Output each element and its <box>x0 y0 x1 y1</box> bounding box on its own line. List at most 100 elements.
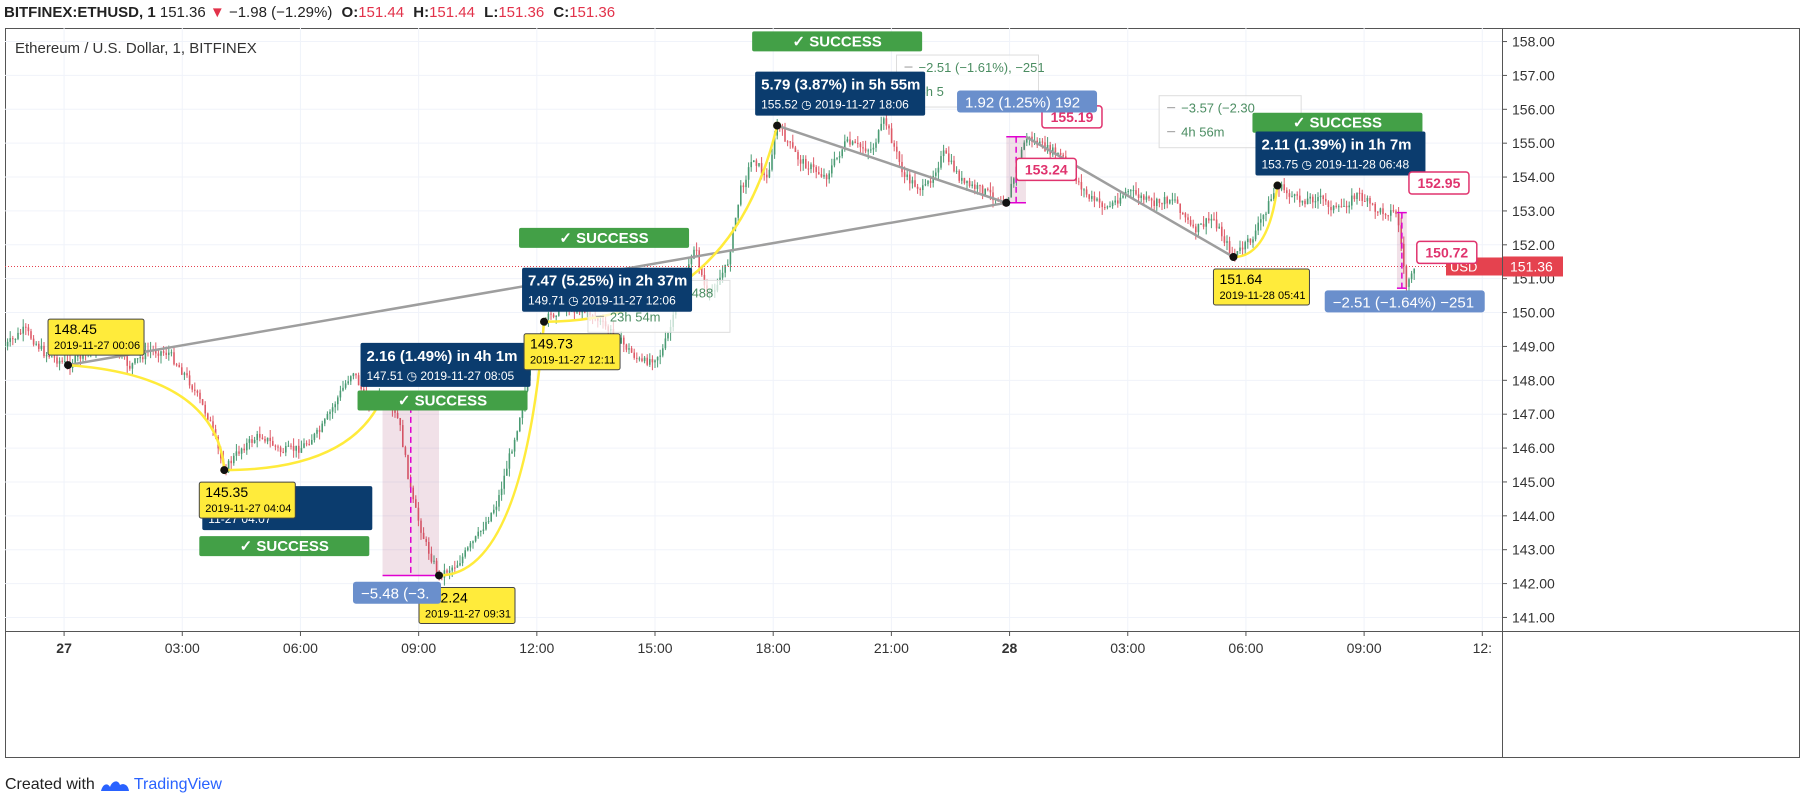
candle-body <box>1143 195 1145 200</box>
candle-body <box>968 180 971 187</box>
candle-body <box>950 160 953 162</box>
candle-body <box>1322 195 1324 199</box>
candle-body <box>1348 205 1350 208</box>
candle-body <box>467 547 469 551</box>
candle-body <box>129 365 131 369</box>
candle-body <box>1241 247 1244 250</box>
candle-body <box>1283 184 1285 191</box>
x-tick-label: 28 <box>1002 640 1018 656</box>
current-price-axis-box <box>1503 256 1563 277</box>
candle-body <box>641 358 643 362</box>
success-tag-box <box>752 31 923 52</box>
candle-body <box>503 475 505 489</box>
candle-body <box>248 439 251 443</box>
candle-body <box>844 141 846 150</box>
candle-body <box>1156 198 1158 206</box>
candle-body <box>1197 223 1200 233</box>
candle-body <box>766 174 768 178</box>
x-tick-label: 12: <box>1473 640 1492 656</box>
candle-body <box>339 390 342 398</box>
high-label: H: <box>413 4 430 21</box>
candle-body <box>979 185 981 187</box>
candle-body <box>922 185 924 191</box>
candle-body <box>1137 194 1140 198</box>
candle-body <box>1080 182 1083 190</box>
candle-body <box>1244 242 1246 250</box>
candle-body <box>745 179 747 188</box>
candle-body <box>1059 152 1062 155</box>
candle-body <box>17 332 19 339</box>
price-chart[interactable]: 141.00 142.00 143.00 144.00 145.00 146.00 147.… <box>5 28 1800 758</box>
candle-body <box>1254 230 1257 240</box>
candle-body <box>201 399 204 405</box>
price-callout-time: 2019-11-27 12:11 <box>530 355 615 367</box>
candle-body <box>204 404 206 414</box>
candle-body <box>552 314 555 318</box>
tradingview-brand[interactable]: TradingView <box>133 776 222 793</box>
candle-body <box>815 167 817 173</box>
candle-body <box>417 507 420 521</box>
blue-info-change: 7.47 (5.25%) in 2h 37m <box>528 273 687 290</box>
candle-body <box>945 150 947 154</box>
candle-body <box>547 313 550 320</box>
anchor-point <box>434 571 443 580</box>
price-callout-box <box>1212 268 1310 306</box>
candle-body <box>724 264 726 273</box>
symbol-name: BITFINEX:ETHUSD, 1 <box>4 4 156 21</box>
candle-body <box>896 146 898 152</box>
candle-body <box>1366 197 1369 202</box>
chart-area[interactable]: 141.00 142.00 143.00 144.00 145.00 146.00 147.… <box>5 28 1800 758</box>
candle-body <box>1387 215 1389 217</box>
candle-body <box>342 387 344 391</box>
candle-body <box>142 357 144 360</box>
candle-body <box>1299 195 1301 203</box>
candle-body <box>1249 238 1252 243</box>
candle-body <box>409 479 412 488</box>
candle-body <box>12 338 14 340</box>
candle-body <box>355 373 357 376</box>
candle-body <box>623 337 625 345</box>
candle-body <box>831 165 833 174</box>
measure-pill-box <box>957 90 1098 113</box>
candle-body <box>196 390 199 393</box>
footer: Created with TradingView <box>5 776 222 794</box>
candle-body <box>298 445 300 453</box>
candle-body <box>1327 201 1330 207</box>
candle-body <box>1223 236 1226 243</box>
candle-body <box>1153 200 1155 206</box>
candle-body <box>266 437 269 442</box>
candle-body <box>1306 198 1309 205</box>
candle-body <box>487 521 490 523</box>
blue-info-box <box>1255 131 1426 176</box>
candle-body <box>1200 223 1202 225</box>
candle-body <box>893 143 895 147</box>
faded-measure-value: −2.51 (−1.61%), −251 <box>919 60 1045 75</box>
candle-body <box>628 348 630 350</box>
symbol-header: BITFINEX:ETHUSD, 1 151.36 ▼ −1.98 (−1.29… <box>4 2 615 24</box>
candle-body <box>396 412 399 419</box>
candle-body <box>233 455 235 464</box>
candle-body <box>1301 200 1304 203</box>
candle-body <box>1304 200 1306 205</box>
candle-body <box>859 143 862 148</box>
candle-body <box>1410 273 1413 280</box>
candle-body <box>1280 184 1283 190</box>
candle-body <box>1270 199 1272 202</box>
y-tick-label: 142.00 <box>1512 576 1555 592</box>
price-callout-box <box>523 333 621 371</box>
candle-body <box>53 356 56 358</box>
y-tick-label: 141.00 <box>1512 609 1555 625</box>
candle-body <box>1202 223 1205 227</box>
x-tick-label: 03:00 <box>165 640 200 656</box>
y-tick-label: 158.00 <box>1512 34 1555 50</box>
candle-body <box>48 355 50 357</box>
candle-body <box>729 251 732 265</box>
candle-body <box>854 141 856 143</box>
candle-body <box>474 536 477 542</box>
chart-title: Ethereum / U.S. Dollar, 1, BITFINEX <box>15 40 257 57</box>
candle-body <box>1260 219 1262 223</box>
candle-body <box>1395 211 1397 214</box>
candle-body <box>168 352 170 355</box>
candle-body <box>272 440 274 446</box>
candle-body <box>1361 193 1363 201</box>
